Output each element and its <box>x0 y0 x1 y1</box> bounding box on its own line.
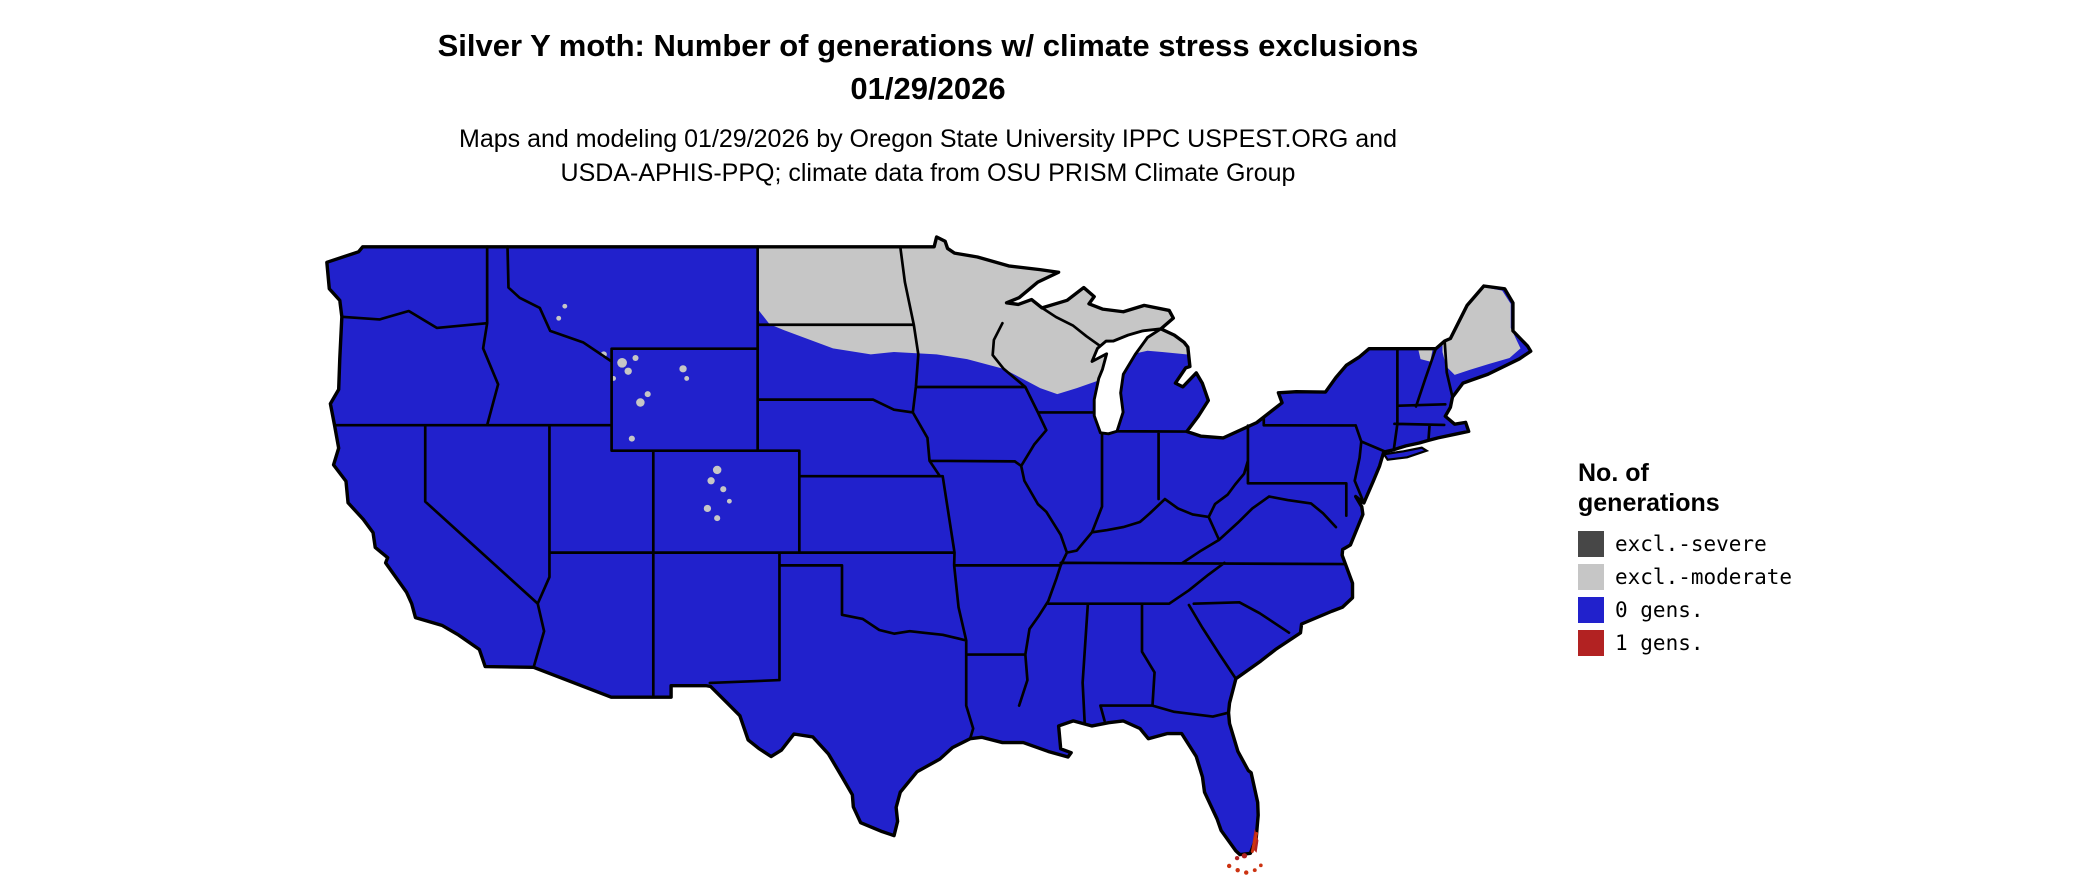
legend-swatch-excl-moderate <box>1578 564 1604 590</box>
legend-item-excl-severe: excl.-severe <box>1578 531 1792 557</box>
legend-swatch-excl-severe <box>1578 531 1604 557</box>
legend-swatch-0-gens <box>1578 597 1604 623</box>
map-subtitle-line2: USDA-APHIS-PPQ; climate data from OSU PR… <box>560 159 1296 187</box>
title-block: Silver Y moth: Number of generations w/ … <box>0 24 1856 190</box>
legend-item-1-gens: 1 gens. <box>1578 630 1792 656</box>
map-title: Silver Y moth: Number of generations w/ … <box>0 24 1856 110</box>
legend-label-excl-severe: excl.-severe <box>1615 532 1767 556</box>
moderate-exclusion-nh-vt <box>1418 348 1433 362</box>
state-borders <box>333 245 1454 741</box>
map-subtitle: Maps and modeling 01/29/2026 by Oregon S… <box>0 122 1856 190</box>
legend-label-1-gens: 1 gens. <box>1615 631 1704 655</box>
moderate-exclusion-mountain-specks <box>556 303 732 522</box>
legend-label-0-gens: 0 gens. <box>1615 598 1704 622</box>
legend-item-excl-moderate: excl.-moderate <box>1578 564 1792 590</box>
legend-title-line1: No. of <box>1578 459 1649 487</box>
us-outline-stroke <box>325 235 1533 857</box>
legend-item-0-gens: 0 gens. <box>1578 597 1792 623</box>
lake-michigan <box>1090 327 1163 436</box>
legend-label-excl-moderate: excl.-moderate <box>1615 565 1793 589</box>
legend-title-line2: generations <box>1578 489 1720 517</box>
map-title-line1: Silver Y moth: Number of generations w/ … <box>437 28 1419 63</box>
map-subtitle-line1: Maps and modeling 01/29/2026 by Oregon S… <box>459 125 1397 153</box>
florida-keys-dots <box>1226 863 1263 875</box>
us-map <box>325 235 1533 875</box>
legend: No. of generations excl.-severe excl.-mo… <box>1578 458 1792 663</box>
long-island <box>1382 446 1430 461</box>
map-title-date: 01/29/2026 <box>850 71 1006 106</box>
one-gen-florida <box>1226 828 1263 875</box>
legend-swatch-1-gens <box>1578 630 1604 656</box>
legend-title: No. of generations <box>1578 458 1792 518</box>
